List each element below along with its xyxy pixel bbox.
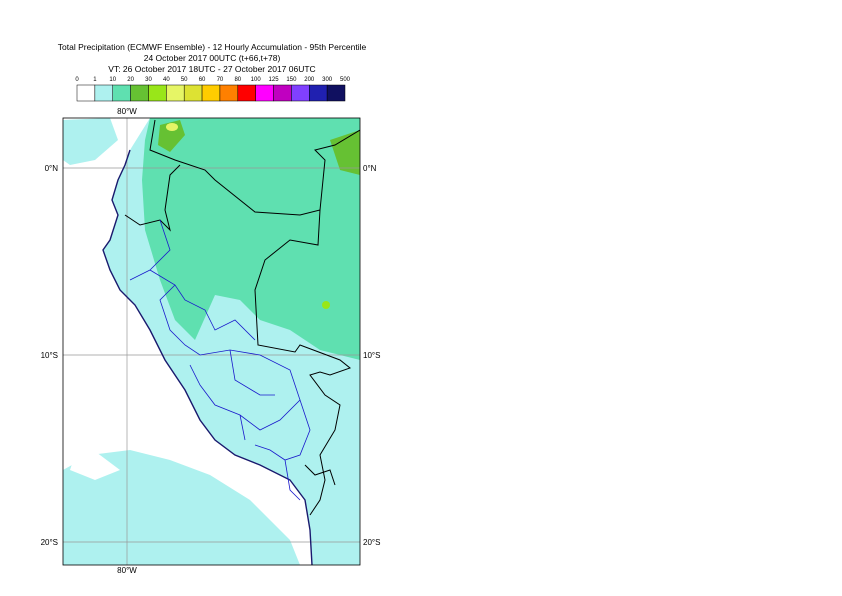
precip-area (158, 120, 185, 152)
legend-label: 10 (109, 77, 116, 83)
legend-label: 100 (251, 77, 262, 83)
legend-label: 500 (340, 77, 351, 83)
legend-label: 50 (181, 77, 188, 83)
lat-label: 0°N (45, 164, 59, 173)
legend-label: 80 (234, 77, 241, 83)
legend-swatch (94, 84, 113, 102)
legend-swatch (130, 84, 149, 102)
lat-label: 20°S (41, 538, 58, 547)
legend-swatch (291, 84, 310, 102)
legend-label: 20 (127, 77, 134, 83)
legend-swatch (112, 84, 131, 102)
country-border (124, 119, 360, 516)
title-line: Total Precipitation (ECMWF Ensemble) - 1… (58, 42, 367, 52)
legend-label: 125 (269, 77, 280, 83)
precip-area (63, 450, 300, 565)
legend-swatch (183, 84, 203, 102)
legend-swatch (166, 84, 185, 102)
legend-label: 70 (217, 77, 224, 83)
region-border (129, 219, 311, 501)
legend-label: 300 (322, 77, 333, 83)
legend-swatch (219, 84, 239, 102)
legend-label: 1 (93, 77, 97, 83)
legend-swatch (273, 84, 292, 102)
map (63, 118, 360, 565)
lon-label: 80°W (117, 107, 137, 116)
coastline (102, 149, 313, 565)
precip-area (330, 130, 360, 175)
lat-label: 10°S (41, 351, 58, 360)
legend-label: 60 (199, 77, 206, 83)
legend-swatch (255, 84, 274, 102)
legend-swatch (326, 84, 346, 102)
dry-area (70, 440, 120, 480)
legend-swatch (237, 84, 256, 102)
legend-label: 40 (163, 77, 170, 83)
title-line: 24 October 2017 00UTC (t+66,t+78) (144, 53, 281, 63)
precip-area (63, 118, 118, 165)
legend-label: 0 (75, 77, 79, 83)
precip-area (142, 118, 360, 360)
legend-label: 200 (304, 77, 315, 83)
legend-label: 30 (145, 77, 152, 83)
legend-swatch (201, 84, 221, 102)
legend-swatch (309, 84, 328, 102)
lon-label: 80°W (117, 566, 137, 575)
map-frame (62, 117, 361, 566)
precip-area (166, 123, 178, 131)
legend-label: 150 (286, 77, 297, 83)
lat-label: 0°N (363, 164, 377, 173)
lat-label: 10°S (363, 351, 380, 360)
legend-swatch (148, 84, 167, 102)
lat-label: 20°S (363, 538, 380, 547)
title-line: VT: 26 October 2017 18UTC - 27 October 2… (108, 64, 315, 74)
precip-area (322, 301, 330, 309)
legend: 0 1 10 20 30 40 50 60 70 80 100 125 150 200 300 500 (75, 77, 351, 102)
legend-swatch (76, 84, 96, 102)
